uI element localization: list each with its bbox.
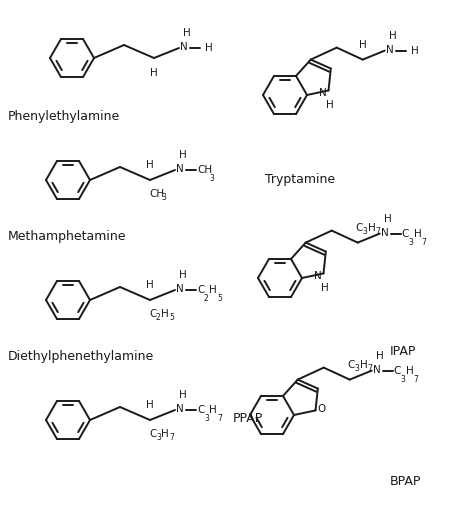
Text: Methamphetamine: Methamphetamine: [8, 230, 127, 243]
Text: H: H: [360, 360, 367, 370]
Text: CH: CH: [149, 189, 164, 199]
Text: N: N: [314, 271, 321, 281]
Text: 5: 5: [217, 294, 222, 303]
Text: 7: 7: [422, 238, 427, 247]
Text: C: C: [197, 285, 204, 295]
Text: 3: 3: [401, 375, 406, 384]
Text: 2: 2: [156, 313, 161, 322]
Text: 7: 7: [169, 433, 174, 442]
Text: 3: 3: [355, 364, 360, 373]
Text: 3: 3: [156, 433, 161, 442]
Text: H: H: [326, 100, 333, 111]
Text: C: C: [402, 228, 409, 239]
Text: N: N: [180, 42, 188, 52]
Text: H: H: [179, 150, 187, 160]
Text: 7: 7: [414, 375, 419, 384]
Text: H: H: [179, 270, 187, 280]
Text: 7: 7: [376, 227, 381, 236]
Text: Tryptamine: Tryptamine: [265, 173, 335, 186]
Text: H: H: [414, 228, 421, 239]
Text: H: H: [410, 46, 419, 56]
Text: C: C: [356, 223, 363, 233]
Text: N: N: [176, 404, 184, 414]
Text: 7: 7: [217, 414, 222, 423]
Text: 5: 5: [169, 313, 174, 322]
Text: O: O: [318, 404, 326, 415]
Text: C: C: [197, 405, 204, 415]
Text: H: H: [376, 351, 383, 361]
Text: H: H: [146, 400, 154, 410]
Text: N: N: [381, 228, 389, 238]
Text: N: N: [176, 284, 184, 294]
Text: BPAP: BPAP: [390, 475, 421, 488]
Text: N: N: [386, 45, 393, 54]
Text: H: H: [205, 43, 213, 53]
Text: 3: 3: [409, 238, 414, 247]
Text: H: H: [368, 223, 375, 233]
Text: N: N: [319, 88, 327, 99]
Text: C: C: [394, 365, 401, 376]
Text: 3: 3: [363, 227, 368, 236]
Text: N: N: [373, 365, 381, 375]
Text: C: C: [149, 309, 156, 319]
Text: H: H: [320, 283, 328, 293]
Text: Phenylethylamine: Phenylethylamine: [8, 110, 120, 123]
Text: 3: 3: [204, 414, 209, 423]
Text: H: H: [150, 68, 158, 78]
Text: PPAP: PPAP: [233, 412, 263, 425]
Text: H: H: [359, 39, 366, 50]
Text: H: H: [179, 390, 187, 400]
Text: C: C: [149, 429, 156, 439]
Text: H: H: [384, 214, 392, 224]
Text: H: H: [209, 405, 217, 415]
Text: 3: 3: [209, 174, 214, 183]
Text: 7: 7: [368, 364, 373, 373]
Text: H: H: [146, 160, 154, 170]
Text: H: H: [161, 309, 169, 319]
Text: Diethylphenethylamine: Diethylphenethylamine: [8, 350, 154, 363]
Text: H: H: [183, 28, 191, 38]
Text: C: C: [348, 360, 355, 370]
Text: IPAP: IPAP: [390, 345, 416, 358]
Text: N: N: [176, 164, 184, 174]
Text: CH: CH: [197, 165, 212, 175]
Text: H: H: [406, 365, 413, 376]
Text: H: H: [389, 31, 396, 40]
Text: H: H: [209, 285, 217, 295]
Text: 2: 2: [204, 294, 209, 303]
Text: H: H: [161, 429, 169, 439]
Text: H: H: [146, 280, 154, 290]
Text: 3: 3: [161, 193, 166, 202]
